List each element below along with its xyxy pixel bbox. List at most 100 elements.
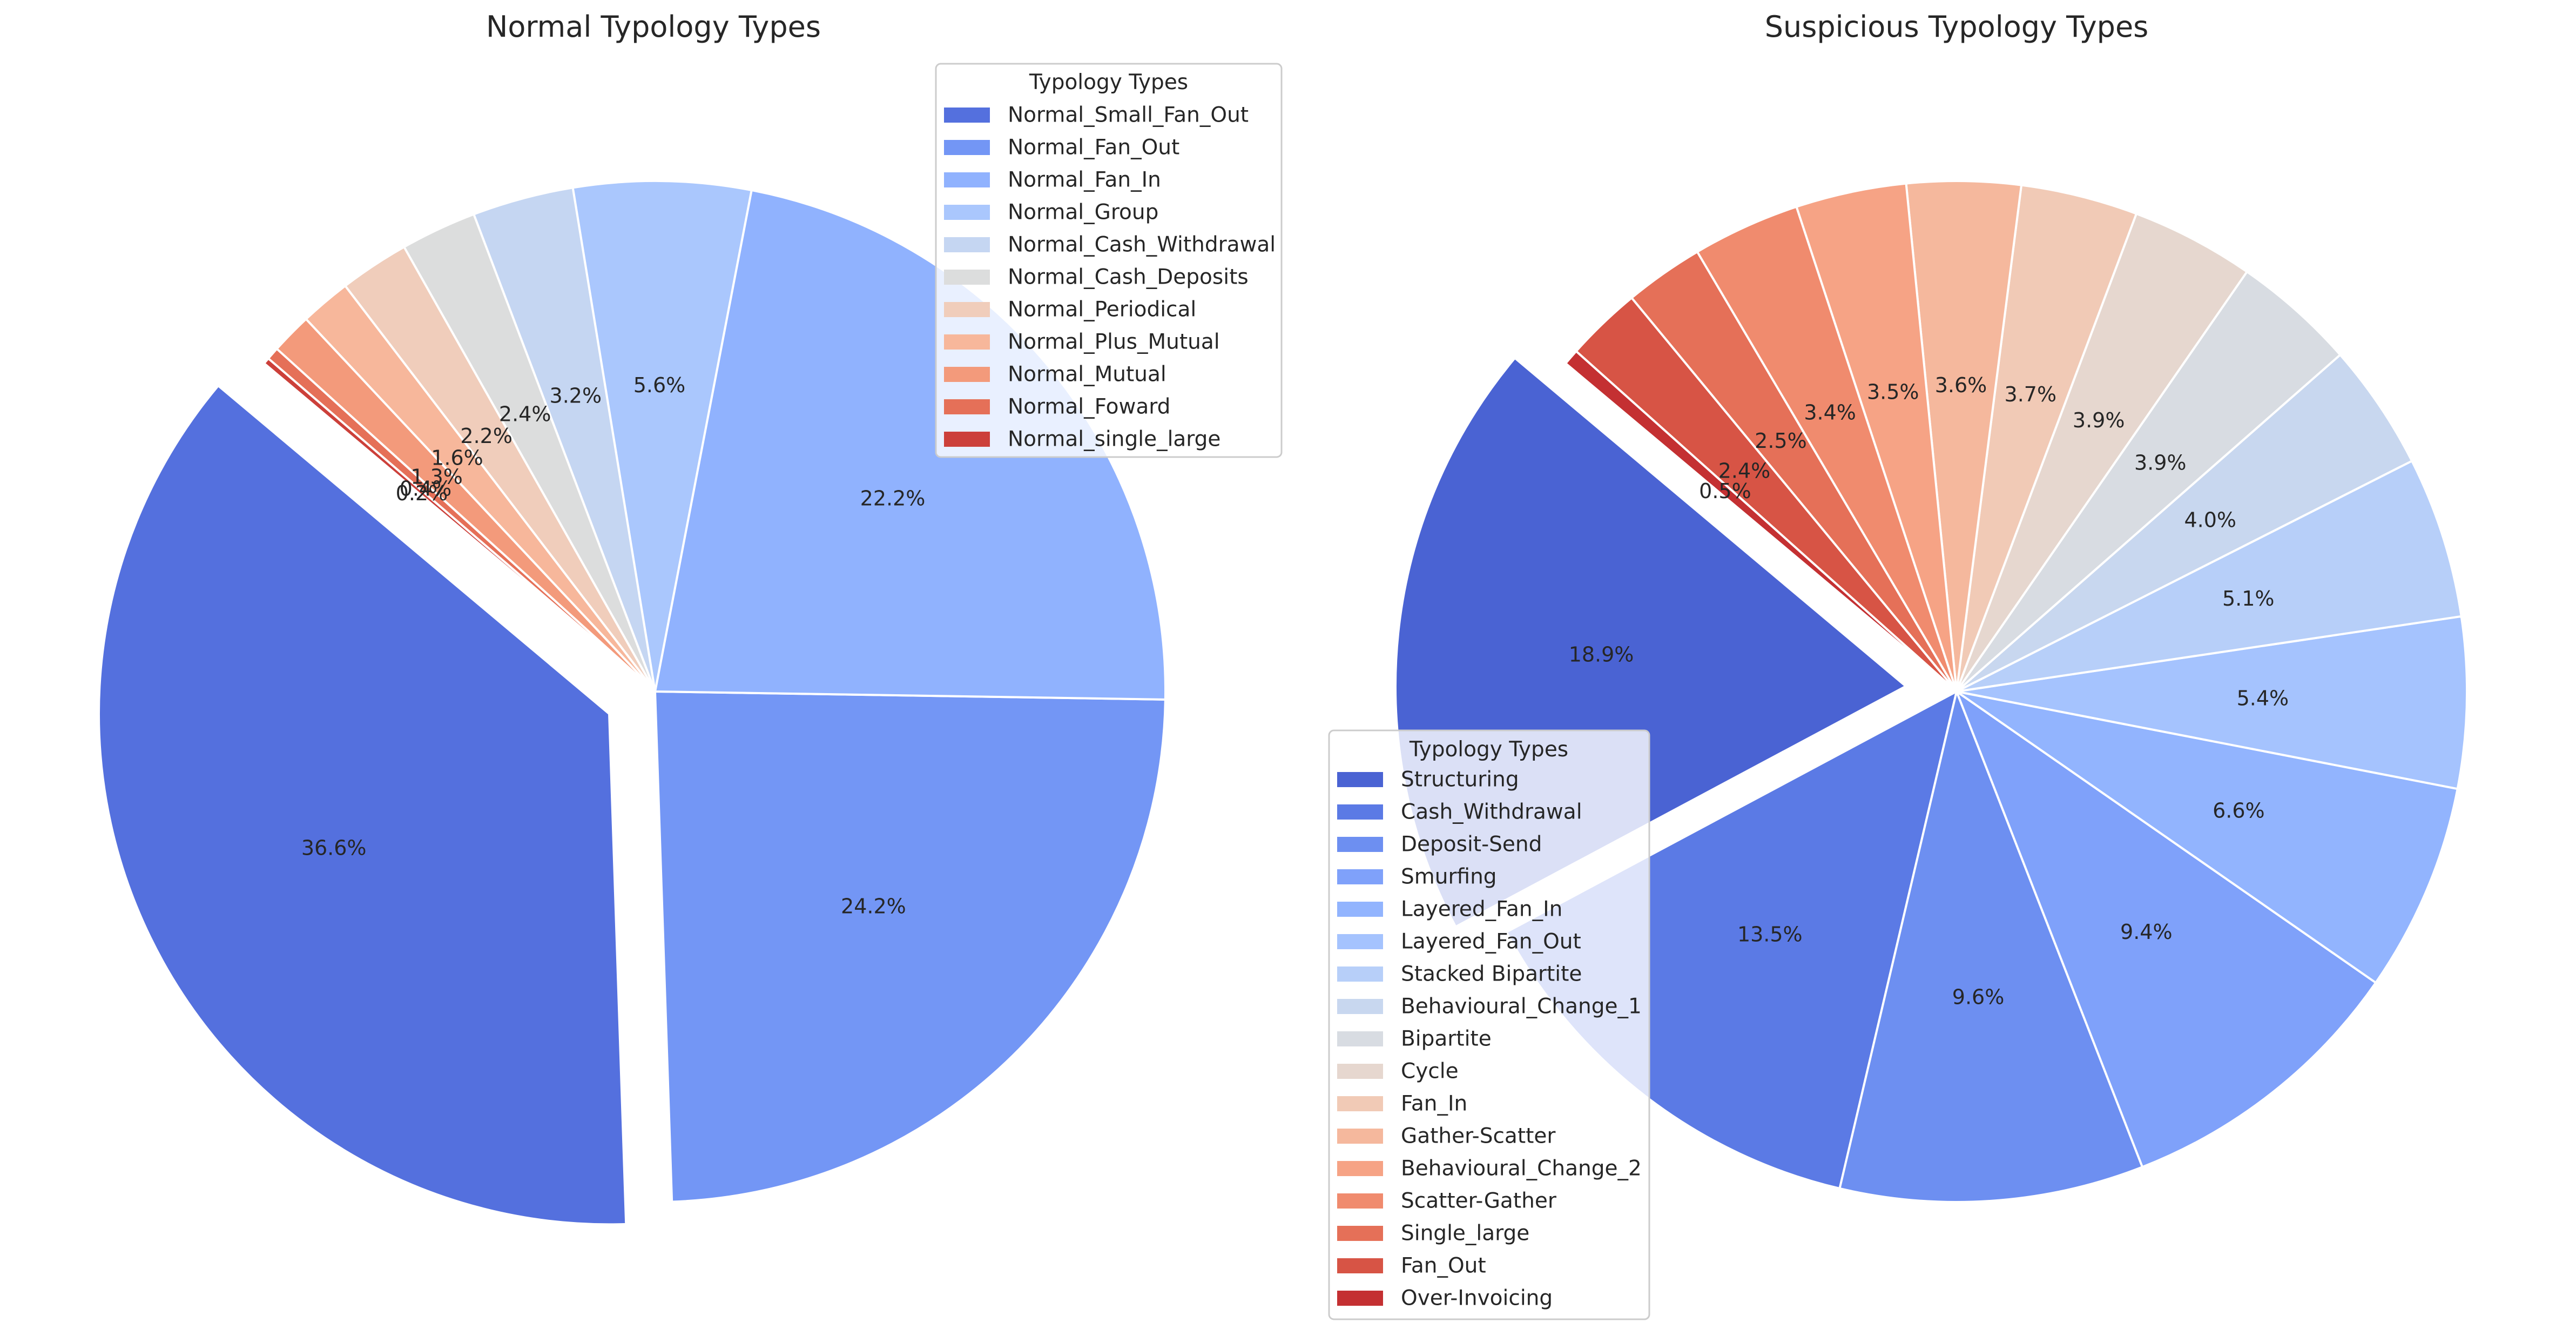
legend-label: Layered_Fan_Out xyxy=(1401,930,1581,954)
pie-slice-normal-fan-out xyxy=(654,690,1166,1203)
chart-title: Normal Typology Types xyxy=(486,10,821,44)
legend-swatch xyxy=(1337,902,1383,917)
legend-label: Normal_Group xyxy=(1008,200,1158,225)
legend-label: Normal_Periodical xyxy=(1008,298,1196,322)
legend-swatch xyxy=(1337,966,1383,982)
pie-slice-smurfing xyxy=(1955,690,2377,1169)
pie-slice-layered-fan-in xyxy=(1955,690,2459,984)
legend-items: Normal_Small_Fan_Out Normal_Fan_Out Normal… xyxy=(944,103,1276,452)
legend-label: Cash_Withdrawal xyxy=(1401,800,1582,824)
legend-label: Normal_single_large xyxy=(1008,427,1220,452)
legend-label: Over-Invoicing xyxy=(1401,1286,1553,1311)
pct-label: 5.4% xyxy=(2237,686,2289,710)
legend-label: Deposit-Send xyxy=(1401,833,1542,857)
pct-label: 3.9% xyxy=(2134,451,2187,475)
legend-swatch xyxy=(1337,804,1383,820)
legend-swatch xyxy=(1337,837,1383,852)
pie-slice-normal-single-large xyxy=(263,357,656,693)
pct-label: 4.0% xyxy=(2184,508,2236,532)
legend-label: Layered_Fan_In xyxy=(1401,897,1562,922)
normal-typology-chart: Normal Typology Types 36.6% 24.2% 22.2% 5.6… xyxy=(98,10,1283,1226)
suspicious-typology-chart: Suspicious Typology Types 18.9% 13.5% 9.6%… xyxy=(1328,10,2468,1320)
legend-swatch xyxy=(1337,772,1383,787)
pct-label: 3.2% xyxy=(550,384,602,407)
pie-slice-stacked-bipartite xyxy=(1955,460,2463,693)
legend-swatch xyxy=(944,140,990,155)
legend-label: Fan_In xyxy=(1401,1092,1467,1116)
legend-label: Normal_Fan_Out xyxy=(1008,136,1179,160)
pct-label: 1.6% xyxy=(431,446,483,469)
legend-swatch xyxy=(944,270,990,285)
legend-swatch xyxy=(1337,999,1383,1014)
legend-label: Normal_Fan_In xyxy=(1008,168,1161,192)
legend-title: Typology Types xyxy=(1029,70,1188,95)
pct-label: 0.5% xyxy=(1699,479,1751,503)
chart-title: Suspicious Typology Types xyxy=(1765,10,2149,44)
legend-label: Normal_Cash_Withdrawal xyxy=(1008,233,1276,257)
pct-labels: 36.6% 24.2% 22.2% 5.6% 3.2%2.4%2.2%1.6%1.3%0… xyxy=(301,373,926,918)
legend-swatch xyxy=(944,172,990,187)
pie-slice-normal-small-fan-out xyxy=(98,384,628,1226)
legend-swatch xyxy=(944,108,990,123)
pct-label: 0.2% xyxy=(396,481,448,505)
legend-label: Single_large xyxy=(1401,1221,1529,1246)
legend-label: Normal_Small_Fan_Out xyxy=(1008,103,1249,127)
pie-slice-fan-in xyxy=(1955,184,2137,693)
pct-label: 2.5% xyxy=(1755,429,1807,453)
pie-slice-behavioural-change-1 xyxy=(1955,353,2413,693)
legend-label: Bipartite xyxy=(1401,1027,1492,1051)
legend-swatch xyxy=(1337,1161,1383,1176)
legend: Typology Types Normal_Small_Fan_OutNorma… xyxy=(935,63,1283,458)
pct-label: 22.2% xyxy=(860,486,926,510)
legend-frame xyxy=(1328,729,1650,1320)
legend: Typology Types Structuring Cash_Withdrawa… xyxy=(1328,729,1650,1320)
pie-slice-bipartite xyxy=(1955,270,2342,693)
legend-frame xyxy=(935,63,1283,458)
slices xyxy=(98,180,1166,1226)
pct-label: 3.4% xyxy=(1804,401,1856,425)
legend-swatch xyxy=(1337,1031,1383,1046)
legend-label: Gather-Scatter xyxy=(1401,1124,1556,1149)
pct-label: 0.4% xyxy=(400,477,452,501)
legend-swatch xyxy=(1337,1064,1383,1079)
legend-label: Fan_Out xyxy=(1401,1254,1486,1278)
legend-swatch xyxy=(1337,1129,1383,1144)
pct-label: 2.4% xyxy=(499,402,551,426)
pie-slice-behavioural-change-2 xyxy=(1795,182,1958,693)
pct-label: 9.4% xyxy=(2120,920,2173,944)
legend-swatch xyxy=(1337,1193,1383,1209)
legend-label: Behavioural_Change_2 xyxy=(1401,1157,1642,1181)
pie-slice-cycle xyxy=(1955,212,2248,693)
pie-slice-deposit-send xyxy=(1838,690,2144,1203)
pct-label: 13.5% xyxy=(1737,922,1803,946)
legend-swatch xyxy=(944,399,990,414)
legend-swatch xyxy=(1337,1096,1383,1111)
pie-slice-normal-group xyxy=(571,180,753,693)
pct-label: 3.6% xyxy=(1935,373,1987,397)
legend-label: Normal_Plus_Mutual xyxy=(1008,330,1220,354)
pct-label: 9.6% xyxy=(1952,985,2005,1009)
legend-swatch xyxy=(1337,1291,1383,1306)
legend-swatch xyxy=(1337,869,1383,884)
pct-label: 3.5% xyxy=(1867,380,1919,404)
pct-label: 3.7% xyxy=(2005,382,2057,406)
legend-swatch xyxy=(1337,934,1383,949)
pct-label: 2.4% xyxy=(1718,459,1771,482)
legend-swatch xyxy=(1337,1226,1383,1241)
legend-swatch xyxy=(944,334,990,350)
legend-items: Structuring Cash_Withdrawal Deposit-Send Sm… xyxy=(1337,768,1642,1311)
legend-swatch xyxy=(1337,1258,1383,1273)
pct-label: 6.6% xyxy=(2213,798,2265,822)
pct-label: 2.2% xyxy=(460,424,512,448)
pct-label: 1.3% xyxy=(410,465,463,489)
legend-swatch xyxy=(944,367,990,382)
legend-label: Behavioural_Change_1 xyxy=(1401,995,1642,1019)
legend-label: Structuring xyxy=(1401,768,1519,792)
legend-label: Normal_Foward xyxy=(1008,395,1170,419)
pct-label: 5.1% xyxy=(2222,587,2275,610)
pct-label: 18.9% xyxy=(1569,642,1634,666)
pct-label: 36.6% xyxy=(301,836,367,860)
legend-label: Cycle xyxy=(1401,1059,1459,1084)
pct-labels: 18.9% 13.5% 9.6% 9.4% 6.6% 5.4% 5.1% 4.0% 3.9% 3.… xyxy=(1569,373,2289,1009)
